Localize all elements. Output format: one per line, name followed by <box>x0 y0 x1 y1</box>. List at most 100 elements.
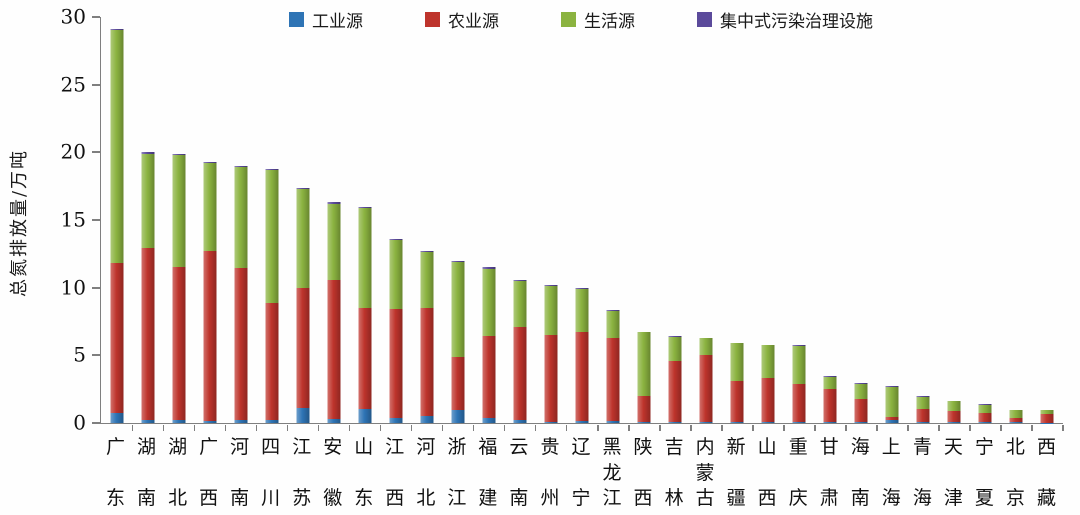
y-tick <box>92 354 100 357</box>
segment-工业源 <box>637 421 651 423</box>
segment-生活源 <box>823 377 837 389</box>
segment-集中式污染治理设施 <box>699 337 713 339</box>
x-label-青海: 青海 <box>907 438 938 508</box>
stacked-bar <box>172 153 186 423</box>
x-label-char: 东 <box>354 487 374 509</box>
segment-集中式污染治理设施 <box>978 404 992 405</box>
segment-工业源 <box>234 419 248 423</box>
x-label-text: 湖北 <box>168 438 187 508</box>
stacked-bar <box>730 342 744 423</box>
x-label-char: 州 <box>540 487 560 509</box>
x-label-char: 蒙 <box>695 461 715 484</box>
segment-工业源 <box>792 421 806 423</box>
legend-item-1: 农业源 <box>425 7 499 32</box>
x-label-黑龙江: 黑龙江 <box>597 438 628 508</box>
segment-农业源 <box>327 279 341 419</box>
segment-工业源 <box>358 408 372 423</box>
stacked-bar <box>265 168 279 423</box>
segment-农业源 <box>668 360 682 422</box>
x-label-text: 吉林 <box>665 438 684 508</box>
x-label-char: 龙 <box>602 461 622 484</box>
segment-集中式污染治理设施 <box>327 202 341 204</box>
segment-工业源 <box>451 410 465 423</box>
x-label-char: 黑 <box>602 436 622 458</box>
bar-group-辽宁 <box>566 17 599 431</box>
bar-group-西藏 <box>1032 17 1065 431</box>
segment-生活源 <box>637 332 651 396</box>
x-label-text: 云南 <box>509 438 528 508</box>
bar-group-浙江 <box>442 17 475 431</box>
y-tick <box>92 422 100 424</box>
segment-集中式污染治理设施 <box>885 386 899 388</box>
x-label-河南: 河南 <box>224 438 255 508</box>
stacked-bar <box>451 260 465 423</box>
stacked-bar <box>854 383 868 423</box>
x-label-text: 湖南 <box>137 438 156 508</box>
segment-集中式污染治理设施 <box>637 331 651 333</box>
segment-生活源 <box>792 345 806 384</box>
stacked-bar <box>761 344 775 423</box>
stacked-bar <box>1009 409 1023 423</box>
segment-生活源 <box>1009 410 1023 419</box>
segment-集中式污染治理设施 <box>234 165 248 168</box>
segment-生活源 <box>885 387 899 417</box>
x-label-吉林: 吉林 <box>659 438 690 508</box>
x-label-char: 甘 <box>819 436 839 458</box>
segment-生活源 <box>730 343 744 382</box>
stacked-bar <box>234 165 248 423</box>
bar-group-四川 <box>256 17 289 431</box>
stacked-bar <box>699 337 713 423</box>
segment-生活源 <box>978 404 992 413</box>
x-label-char: 庆 <box>788 487 808 509</box>
stacked-bar <box>141 152 155 423</box>
segment-生活源 <box>947 401 961 411</box>
segment-农业源 <box>575 332 589 421</box>
x-label-甘肃: 甘肃 <box>814 438 845 508</box>
segment-生活源 <box>327 203 341 280</box>
x-label-北京: 北京 <box>1000 438 1031 508</box>
x-label-char: 山 <box>354 436 374 458</box>
bar-group-甘肃 <box>815 17 847 431</box>
segment-农业源 <box>296 287 310 409</box>
x-label-char: 河 <box>416 436 436 458</box>
x-label-山西: 山西 <box>752 438 783 508</box>
x-label-char: 建 <box>478 487 498 509</box>
segment-农业源 <box>854 399 868 422</box>
segment-集中式污染治理设施 <box>513 279 527 281</box>
x-label-text: 重庆 <box>789 438 808 508</box>
segment-农业源 <box>420 307 434 417</box>
segment-集中式污染治理设施 <box>141 152 155 154</box>
segment-工业源 <box>203 420 217 423</box>
segment-农业源 <box>916 409 930 423</box>
segment-工业源 <box>730 422 744 423</box>
x-label-江西: 江西 <box>379 438 410 508</box>
segment-集中式污染治理设施 <box>730 342 744 344</box>
x-label-char: 云 <box>509 436 529 458</box>
y-tick-label: 15 <box>60 207 86 232</box>
segment-农业源 <box>792 383 806 422</box>
segment-农业源 <box>637 395 651 422</box>
x-label-char: 河 <box>230 436 250 458</box>
x-label-char: 北 <box>416 487 436 509</box>
stacked-bar <box>327 202 341 423</box>
x-label-char: 广 <box>106 436 126 458</box>
stacked-bar <box>482 267 496 423</box>
x-label-text: 江西 <box>385 438 404 508</box>
segment-农业源 <box>482 336 496 419</box>
x-label-text: 贵州 <box>540 438 559 508</box>
segment-工业源 <box>575 420 589 423</box>
stacked-bar <box>358 206 372 423</box>
legend-label: 生活源 <box>584 11 635 32</box>
x-label-text: 西藏 <box>1037 438 1056 508</box>
legend-item-3: 集中式污染治理设施 <box>697 7 873 32</box>
segment-集中式污染治理设施 <box>761 344 775 346</box>
stacked-bar <box>947 400 961 423</box>
x-label-char: 南 <box>509 487 529 509</box>
bar-group-宁夏 <box>970 17 1002 431</box>
segment-生活源 <box>203 163 217 252</box>
segment-农业源 <box>203 251 217 421</box>
x-label-江苏: 江苏 <box>286 438 317 508</box>
segment-生活源 <box>668 337 682 361</box>
x-label-广西: 广西 <box>193 438 224 508</box>
segment-农业源 <box>1040 414 1054 423</box>
